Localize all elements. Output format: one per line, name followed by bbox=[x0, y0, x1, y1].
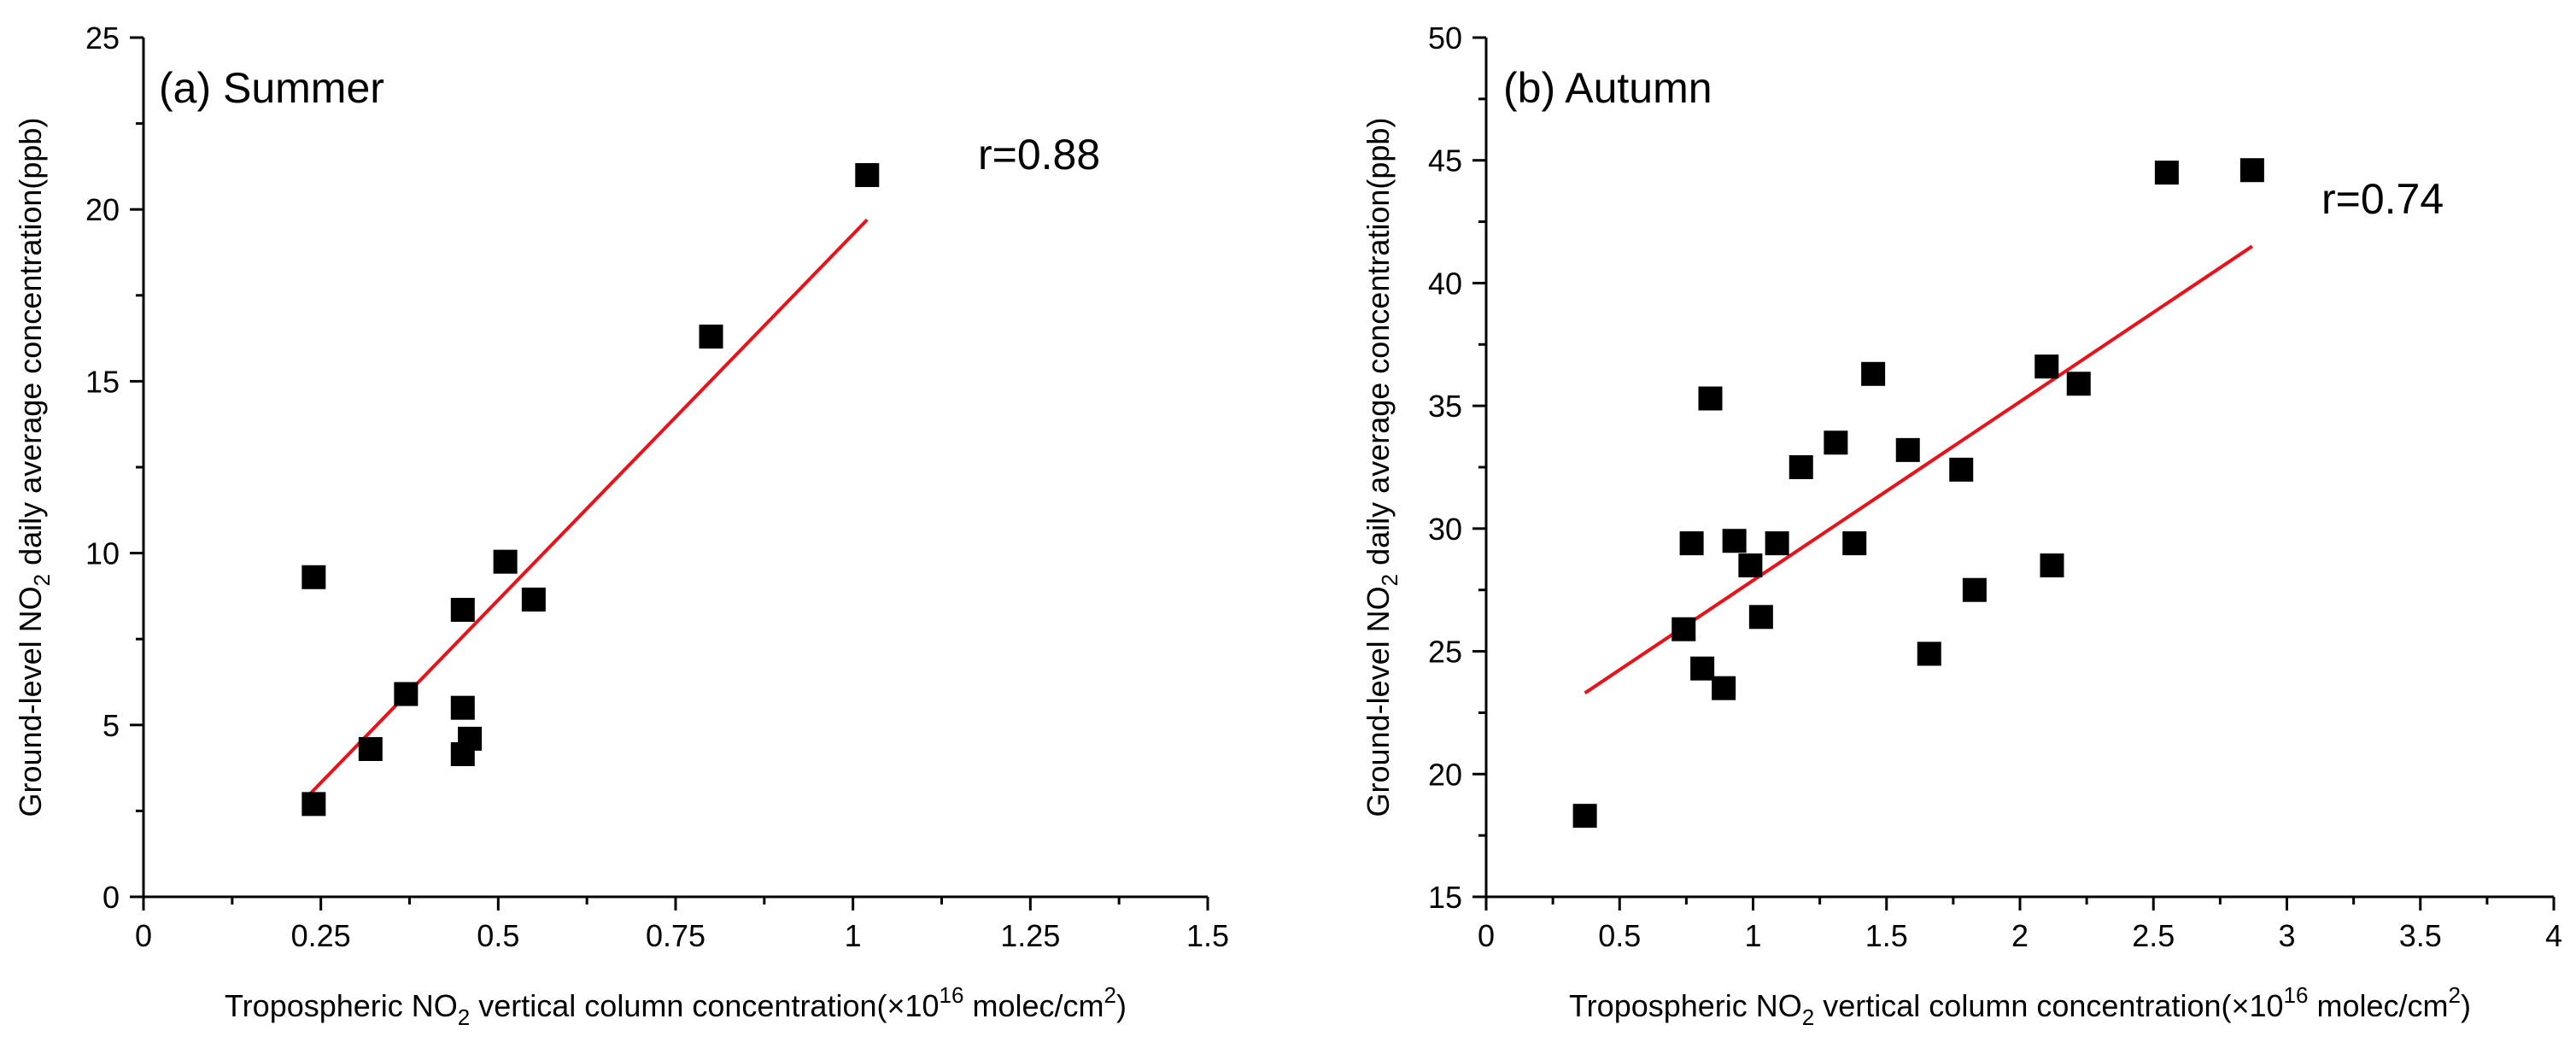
data-point bbox=[2154, 161, 2179, 185]
x-tick-label: 0.5 bbox=[1598, 918, 1641, 953]
data-point bbox=[1949, 457, 1974, 482]
data-point bbox=[2239, 158, 2264, 183]
data-point bbox=[1698, 386, 1723, 411]
y-tick-label: 10 bbox=[85, 536, 120, 571]
y-tick-label: 35 bbox=[1428, 389, 1462, 424]
x-tick-label: 3.5 bbox=[2399, 918, 2442, 953]
y-tick-label: 15 bbox=[1428, 880, 1462, 915]
x-axis-title: Tropospheric NO2 vertical column concent… bbox=[1569, 982, 2471, 1030]
data-point bbox=[302, 565, 326, 589]
data-point bbox=[1679, 531, 1704, 556]
x-tick-label: 4 bbox=[2545, 918, 2562, 953]
y-tick-label: 20 bbox=[1428, 757, 1462, 792]
x-tick-label: 0.75 bbox=[646, 918, 705, 953]
regression-line bbox=[1584, 244, 2253, 695]
data-point bbox=[1738, 553, 1763, 577]
y-tick-label: 15 bbox=[85, 364, 120, 399]
y-tick-label: 40 bbox=[1428, 266, 1462, 301]
y-tick-label: 25 bbox=[1428, 635, 1462, 670]
x-tick-label: 1.5 bbox=[1865, 918, 1908, 953]
x-tick-label: 1 bbox=[1744, 918, 1761, 953]
data-point bbox=[458, 726, 483, 751]
x-axis-title: Tropospheric NO2 vertical column concent… bbox=[225, 982, 1127, 1030]
data-point bbox=[1712, 676, 1736, 700]
panel-title: (b) Autumn bbox=[1503, 64, 1712, 112]
data-point bbox=[1895, 437, 1920, 462]
data-point bbox=[1824, 430, 1848, 455]
y-tick-label: 0 bbox=[102, 880, 120, 915]
y-tick-label: 5 bbox=[102, 708, 120, 743]
correlation-label: r=0.88 bbox=[978, 131, 1100, 179]
x-tick-label: 0 bbox=[1478, 918, 1495, 953]
x-tick-label: 3 bbox=[2278, 918, 2295, 953]
x-tick-label: 2 bbox=[2011, 918, 2029, 953]
x-tick-label: 1.25 bbox=[1000, 918, 1060, 953]
y-axis-title: Ground-level NO2 daily average concentra… bbox=[1361, 118, 1402, 817]
data-point bbox=[2066, 372, 2091, 396]
data-point bbox=[699, 325, 723, 349]
data-point bbox=[1690, 656, 1715, 681]
data-point bbox=[450, 597, 475, 622]
y-tick-label: 20 bbox=[85, 192, 120, 227]
y-axis-title: Ground-level NO2 daily average concentra… bbox=[13, 118, 55, 817]
data-point bbox=[394, 682, 419, 706]
panel-autumn: 0 0.5 1 1.5 2 2.5 3 3.5 4 15 20 25 30 35 40 45 50 Troposp… bbox=[1361, 20, 2562, 1030]
data-point bbox=[2034, 354, 2059, 379]
data-point bbox=[1671, 617, 1696, 641]
data-point bbox=[1748, 605, 1773, 629]
data-point bbox=[1917, 641, 1941, 666]
data-point bbox=[1572, 804, 1597, 828]
x-tick-label: 0 bbox=[135, 918, 152, 953]
x-tick-label: 2.5 bbox=[2132, 918, 2175, 953]
x-tick-label: 1.5 bbox=[1186, 918, 1229, 953]
data-point bbox=[1722, 529, 1747, 553]
correlation-label: r=0.74 bbox=[2321, 175, 2444, 223]
x-tick-label: 0.5 bbox=[477, 918, 519, 953]
y-tick-label: 25 bbox=[85, 20, 120, 56]
data-point bbox=[1962, 577, 1987, 602]
y-tick-label: 45 bbox=[1428, 143, 1462, 179]
y-tick-label: 50 bbox=[1428, 20, 1462, 56]
data-point bbox=[521, 587, 546, 612]
data-point bbox=[855, 162, 880, 187]
x-tick-label: 1 bbox=[845, 918, 862, 953]
data-point bbox=[1789, 455, 1813, 479]
data-point bbox=[1765, 531, 1789, 556]
data-point bbox=[2040, 553, 2064, 577]
x-tick-label: 0.25 bbox=[291, 918, 351, 953]
data-point bbox=[1861, 361, 1886, 386]
panel-title: (a) Summer bbox=[159, 64, 384, 112]
panel-summer: 0 0.25 0.5 0.75 1 1.25 1.5 0 5 10 15 20 25 Tropospher… bbox=[13, 20, 1229, 1030]
regression-line bbox=[308, 218, 869, 795]
data-point bbox=[450, 695, 475, 720]
data-point bbox=[493, 549, 518, 574]
y-tick-label: 30 bbox=[1428, 512, 1462, 547]
data-point bbox=[1842, 531, 1867, 556]
data-point bbox=[302, 792, 326, 817]
data-point bbox=[358, 736, 383, 761]
